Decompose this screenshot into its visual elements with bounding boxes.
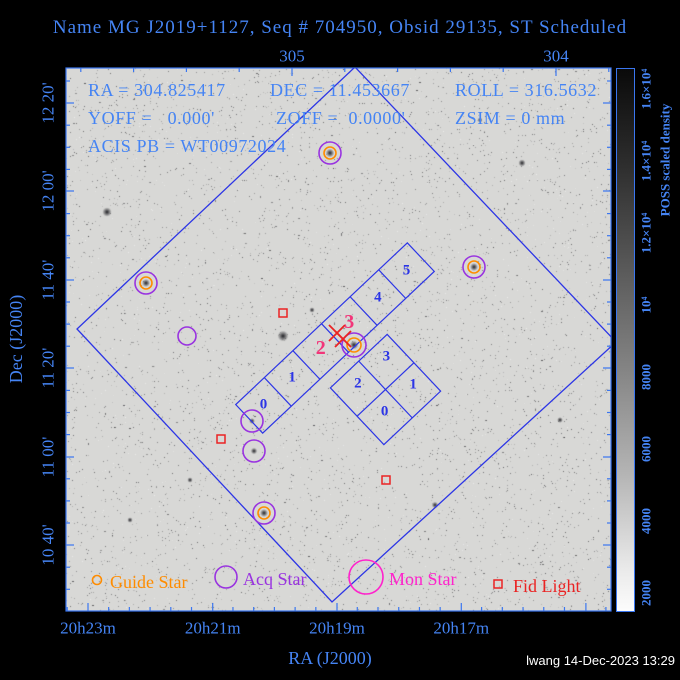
acis-s-divider — [349, 296, 378, 326]
aimpoint-x-icon — [334, 330, 352, 348]
acq-star-circle — [341, 332, 367, 358]
info-text: ZOFF = 0.0000' — [276, 108, 406, 128]
colorbar-tick-label: 1.6×10⁴ — [638, 68, 654, 110]
colorbar-tick-label: 2000 — [638, 580, 654, 606]
credit-timestamp: lwang 14-Dec-2023 13:29 — [526, 653, 675, 668]
acis-s-chip-label: 3 — [344, 310, 355, 333]
acis-s-chip-label: 1 — [288, 369, 296, 386]
info-text: ROLL = 316.5632 — [455, 80, 597, 100]
acis-i-chip-label: 0 — [380, 403, 389, 420]
acq-star-circle — [134, 271, 158, 295]
acis-s-divider — [378, 269, 407, 299]
guide-star-circle — [257, 506, 271, 520]
legend-label: Acq Star — [243, 569, 307, 589]
y-tick-label: 11 20' — [38, 347, 58, 389]
legend-label: Fid Light — [513, 576, 581, 596]
acq-star-circle — [462, 255, 486, 279]
acis-s-chip-label: 0 — [259, 396, 268, 413]
acis-s-chip-label: 4 — [374, 289, 382, 306]
info-text: ACIS PB = WT00972024 — [88, 136, 287, 156]
acis-s-chip-label: 5 — [402, 262, 411, 279]
acis-s-divider — [263, 377, 292, 407]
acis-i-chip-label: 1 — [409, 376, 417, 393]
colorbar-title: POSS scaled density — [657, 103, 673, 217]
info-text: ZSIM = 0 mm — [455, 108, 566, 128]
plot-title: Name MG J2019+1127, Seq # 704950, Obsid … — [52, 17, 628, 38]
fid-light-square — [216, 434, 226, 444]
colorbar-tick-label: 1.2×10⁴ — [638, 212, 654, 254]
y-tick-label: 11 00' — [38, 436, 58, 478]
x-tick-label: 20h19m — [309, 618, 365, 638]
fid-light-square — [278, 308, 288, 318]
colorbar-tick-label: 6000 — [638, 436, 654, 462]
info-text: YOFF = 0.000' — [88, 108, 215, 128]
acis-i-chip-label: 3 — [382, 348, 391, 365]
y-tick-label: 11 40' — [38, 259, 58, 301]
guide-star-circle — [323, 146, 337, 160]
acq-star-circle — [318, 141, 342, 165]
colorbar-tick-label: 10⁴ — [638, 296, 654, 314]
acq-star-legend-icon — [214, 565, 238, 589]
dss-sky-image — [66, 68, 611, 611]
info-text: RA = 304.825417 — [88, 80, 226, 100]
acis-s-divider — [292, 350, 321, 380]
acq-star-circle — [242, 439, 266, 463]
x-axis-title: RA (J2000) — [288, 648, 372, 668]
acq-star-circle — [240, 409, 264, 433]
guide-star-circle — [346, 337, 362, 353]
legend-label: Guide Star — [110, 572, 188, 592]
x-tick-label: 20h17m — [433, 618, 490, 638]
colorbar-tick-label: 8000 — [638, 364, 654, 390]
fid-light-square — [381, 475, 391, 485]
fid-light-legend-icon — [493, 579, 503, 589]
acis-s-chip-label: 2 — [315, 337, 326, 360]
acis-s-array — [234, 241, 436, 435]
y-axis-title: Dec (J2000) — [6, 294, 26, 384]
mon-star-legend-icon — [348, 559, 384, 595]
acq-star-circle — [252, 501, 276, 525]
y-tick-label: 10 40' — [38, 524, 58, 566]
top-tick-label: 305 — [279, 46, 305, 66]
guide-star-circle — [139, 276, 153, 290]
legend-label: Mon Star — [389, 569, 457, 589]
colorbar — [616, 68, 635, 612]
y-tick-label: 12 20' — [38, 82, 58, 124]
acis-i-divider — [356, 362, 415, 417]
acis-i-chip-label: 2 — [354, 375, 362, 392]
y-tick-label: 12 00' — [38, 170, 58, 212]
x-tick-label: 20h21m — [184, 618, 241, 638]
top-tick-label: 304 — [543, 46, 569, 66]
field-group — [76, 68, 611, 603]
fov-outline — [76, 68, 611, 603]
acis-s-divider — [321, 323, 349, 353]
guide-star-circle — [467, 260, 481, 274]
x-tick-label: 20h23m — [60, 618, 116, 638]
plot-frame — [65, 67, 612, 612]
acis-i-outline — [329, 333, 442, 446]
guide-star-legend-icon — [91, 574, 103, 586]
colorbar-tick-label: 1.4×10⁴ — [638, 140, 654, 182]
acis-i-array — [329, 333, 442, 446]
acq-star-circle — [177, 326, 197, 346]
colorbar-tick-label: 4000 — [638, 508, 654, 534]
info-text: DEC = 11.453667 — [270, 80, 410, 100]
